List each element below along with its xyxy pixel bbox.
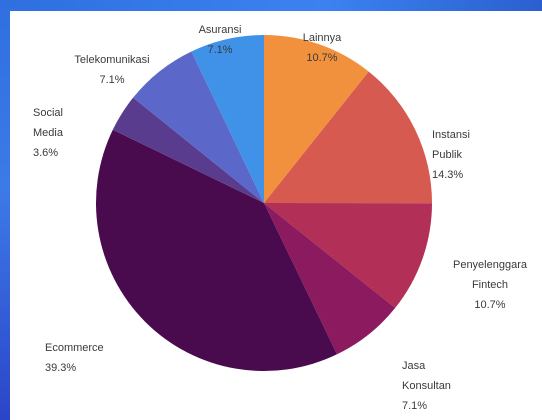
slice-name: Instansi — [432, 129, 470, 141]
slice-label-lainnya: Lainnya 10.7% — [303, 32, 342, 64]
slice-percent: 10.7% — [306, 52, 337, 64]
pie-chart: Lainnya 10.7% Instansi Publik 14.3% Penyeleng… — [33, 24, 528, 412]
slice-name: Publik — [432, 149, 462, 161]
slice-percent: 10.7% — [474, 299, 505, 311]
slice-label-jasa-konsultan: Jasa Konsultan 7.1% — [402, 360, 451, 412]
slice-name: Social — [33, 107, 63, 119]
pie-slice-lainnya — [264, 35, 369, 203]
pie-slice-ecommerce — [95, 129, 338, 372]
slice-name: Asuransi — [199, 24, 242, 36]
slice-percent: 7.1% — [99, 74, 124, 86]
slice-name: Fintech — [472, 279, 508, 291]
slice-label-penyelenggara-fintech: Penyelenggara Fintech 10.7% — [453, 259, 528, 311]
pie-slice-jasa-konsultan — [264, 203, 396, 355]
chart-area: Lainnya 10.7% Instansi Publik 14.3% Penyeleng… — [10, 11, 542, 420]
slice-name: Ecommerce — [45, 342, 104, 354]
slice-name: Jasa — [402, 360, 426, 372]
pie-slice-penyelenggara-fintech — [264, 203, 432, 308]
frame-top-border — [0, 0, 542, 11]
slice-name: Konsultan — [402, 380, 451, 392]
pie-slice-asuransi — [191, 35, 264, 203]
pie-slice-telekomunikasi — [133, 51, 264, 203]
slice-label-asuransi: Asuransi 7.1% — [199, 24, 242, 56]
slice-name: Media — [33, 127, 64, 139]
slice-label-instansi-publik: Instansi Publik 14.3% — [432, 129, 470, 181]
slice-label-ecommerce: Ecommerce 39.3% — [45, 342, 104, 374]
pie-slice-social-media — [112, 97, 264, 203]
slice-percent: 3.6% — [33, 147, 58, 159]
slice-percent: 39.3% — [45, 362, 76, 374]
slice-name: Telekomunikasi — [74, 54, 149, 66]
slice-percent: 7.1% — [402, 400, 427, 412]
slice-name: Lainnya — [303, 32, 342, 44]
slice-percent: 14.3% — [432, 169, 463, 181]
slice-label-telekomunikasi: Telekomunikasi 7.1% — [74, 54, 149, 86]
pie-slice-instansi-publik — [264, 71, 432, 204]
slice-percent: 7.1% — [207, 44, 232, 56]
frame-left-border — [0, 0, 10, 420]
slice-name: Penyelenggara — [453, 259, 528, 271]
slice-label-social-media: Social Media 3.6% — [33, 107, 64, 159]
